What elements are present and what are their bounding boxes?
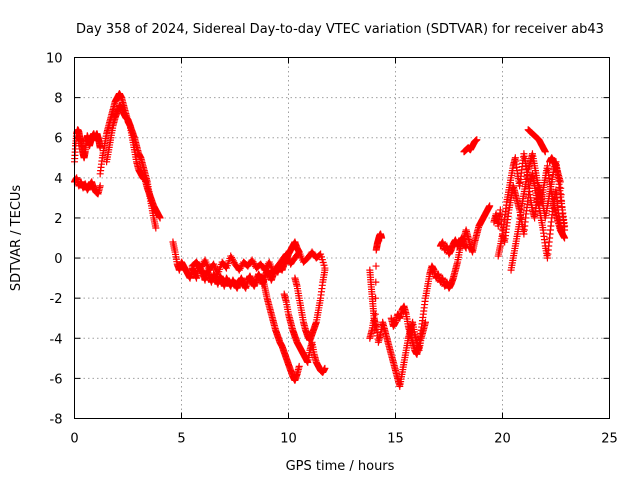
x-tick-label: 0 (70, 432, 78, 447)
data-point (236, 264, 244, 272)
data-point (372, 262, 380, 270)
plot-frame (74, 57, 610, 419)
y-tick-label: -8 (50, 413, 63, 428)
data-point (152, 224, 160, 232)
data-point (557, 191, 565, 199)
data-point (197, 264, 205, 272)
data-point (561, 226, 569, 234)
data-point (473, 136, 481, 144)
data-point (556, 178, 564, 186)
data-point (228, 254, 236, 262)
data-point (96, 182, 104, 190)
y-tick-label: 6 (54, 132, 62, 147)
data-point (558, 204, 566, 212)
data-point (421, 318, 429, 326)
y-tick-label: 0 (54, 252, 62, 267)
x-tick-labels: 0 5 10 15 20 25 (70, 432, 617, 447)
data-point (295, 362, 303, 370)
data-point (248, 256, 256, 264)
data-point (156, 214, 164, 222)
y-tick-labels: -8 -6 -4 -2 0 2 4 6 8 10 (46, 52, 63, 428)
data-point (372, 278, 380, 286)
data-point (321, 364, 329, 372)
data-point (372, 294, 380, 302)
data-point (249, 258, 257, 266)
data-point (557, 184, 565, 192)
data-point (237, 263, 245, 271)
data-point (250, 259, 258, 267)
data-point (321, 266, 329, 274)
x-axis-label: GPS time / hours (286, 459, 395, 474)
data-point (198, 262, 206, 270)
data-point (378, 234, 386, 242)
y-tick-label: -4 (50, 332, 63, 347)
data-point (558, 197, 566, 205)
data-point (261, 266, 269, 274)
y-tick-label: 8 (54, 92, 62, 107)
grid (74, 57, 610, 419)
y-tick-label: -6 (50, 372, 63, 387)
x-tick-label: 25 (601, 432, 618, 447)
data-point (541, 148, 549, 156)
x-tick-label: 5 (177, 432, 185, 447)
chart-title: Day 358 of 2024, Sidereal Day-to-day VTE… (76, 22, 604, 37)
y-tick-label: 2 (54, 212, 62, 227)
y-tick-label: 4 (54, 172, 62, 187)
data-point (561, 234, 569, 242)
data-point (228, 255, 236, 263)
x-tick-label: 10 (280, 432, 297, 447)
data-point (371, 310, 379, 318)
y-axis-label: SDTVAR / TECUs (9, 185, 24, 292)
data-point (262, 264, 270, 272)
data-points (71, 90, 569, 390)
y-tick-label: -2 (50, 292, 63, 307)
x-tick-label: 20 (494, 432, 511, 447)
axis-ticks (74, 57, 610, 419)
x-tick-label: 15 (387, 432, 404, 447)
data-point (222, 263, 230, 271)
data-point (229, 257, 237, 265)
data-point (462, 244, 470, 252)
data-point (235, 266, 243, 274)
data-point (227, 252, 235, 260)
y-tick-label: 10 (46, 52, 63, 67)
data-point (486, 202, 494, 210)
